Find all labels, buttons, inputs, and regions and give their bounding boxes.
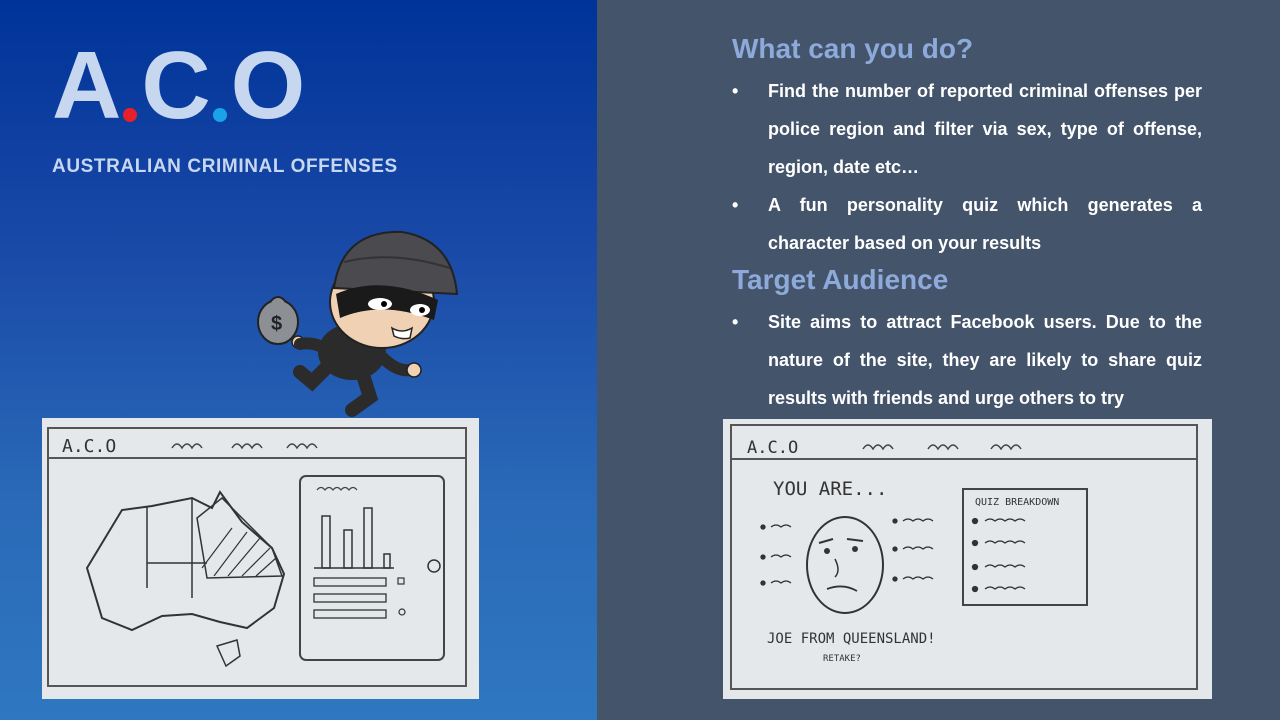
list-item: • Site aims to attract Facebook users. Du…	[732, 303, 1202, 417]
bullet-icon: •	[732, 195, 739, 215]
result-text: JOE FROM QUEENSLAND!	[767, 631, 936, 647]
list-item: • A fun personality quiz which generates …	[732, 186, 1202, 262]
robber-illustration: $	[252, 222, 462, 425]
heading-what-can-you-do: What can you do?	[732, 33, 974, 64]
logo-dot-red	[123, 108, 138, 122]
quiz-wireframe-sketch: A.C.O YOU ARE... QUIZ BREAKDOWN JOE FR	[723, 419, 1212, 699]
map-wireframe-sketch: A.C.O	[42, 418, 479, 699]
svg-text:$: $	[271, 313, 282, 335]
subtitle: AUSTRALIAN CRIMINAL OFFENSES	[52, 156, 398, 177]
heading-target-audience: Target Audience	[732, 264, 949, 295]
panel-title-text: QUIZ BREAKDOWN	[975, 497, 1059, 508]
logo-letter-a: A	[52, 32, 121, 139]
sketch-header-text: A.C.O	[62, 436, 116, 457]
retake-text: RETAKE?	[823, 654, 861, 664]
logo-letter-o: O	[230, 32, 306, 139]
sketch-title-text: YOU ARE...	[773, 478, 887, 500]
features-list: • Find the number of reported criminal of…	[732, 72, 1202, 262]
logo-letter-c: C	[141, 32, 210, 139]
bullet-icon: •	[732, 81, 739, 101]
audience-list: • Site aims to attract Facebook users. Du…	[732, 303, 1202, 417]
bullet-icon: •	[732, 312, 739, 332]
list-item: • Find the number of reported criminal of…	[732, 72, 1202, 186]
logo-dot-blue	[212, 108, 227, 122]
sketch-header-text: A.C.O	[747, 438, 798, 458]
logo: A C O	[52, 32, 306, 139]
